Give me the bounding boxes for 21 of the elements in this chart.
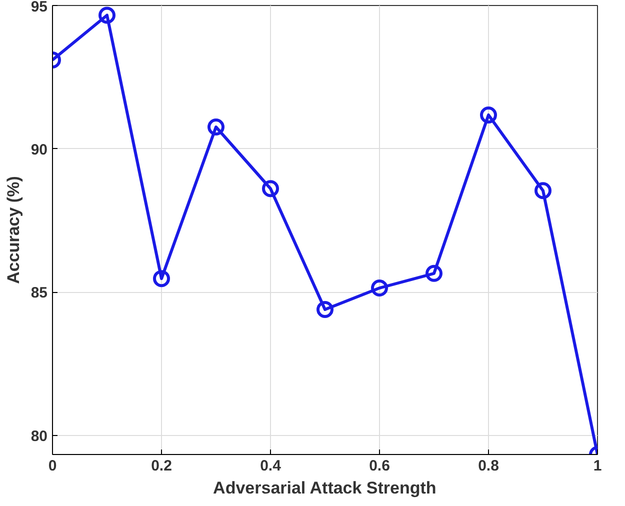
x-tick-label: 0.6 [369, 458, 390, 474]
x-tick-label: 0.8 [478, 458, 499, 474]
point [426, 264, 442, 282]
y-tick-label: 85 [30, 284, 48, 302]
x-tick-label: 0 [48, 458, 57, 474]
point [262, 180, 279, 198]
y-tick-label: 80 [30, 428, 48, 445]
y-tick-label: 90 [30, 141, 48, 158]
y-tick-label: 95 [30, 0, 48, 16]
point [98, 6, 116, 24]
x-tick-label: 1 [593, 458, 602, 474]
x-tick-label: 0.4 [260, 458, 282, 474]
point [534, 182, 552, 200]
point [316, 301, 334, 318]
point [480, 106, 497, 124]
point [208, 118, 224, 136]
y-axis-title: Accuracy (%) [4, 176, 23, 284]
x-tick-label: 0.2 [151, 458, 172, 474]
x-axis-title: Adversarial Attack Strength [213, 478, 436, 498]
point [371, 280, 388, 297]
point [153, 270, 170, 288]
